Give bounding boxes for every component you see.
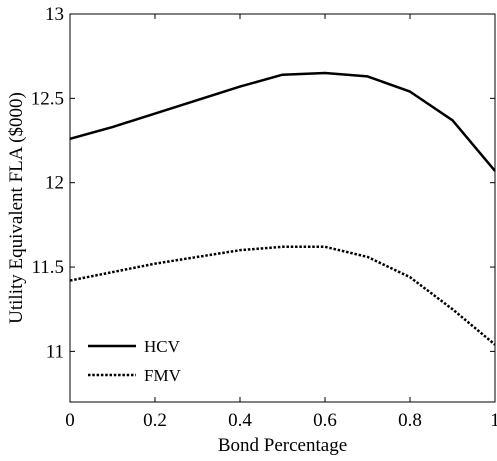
y-tick-label: 13 — [45, 4, 64, 25]
x-tick-label: 0.2 — [143, 410, 167, 431]
y-tick-label: 12 — [45, 173, 64, 194]
x-tick-label: 0.4 — [228, 410, 252, 431]
y-tick-label: 11.5 — [31, 257, 64, 278]
series-layer — [69, 71, 496, 346]
series-line-fmv — [69, 245, 496, 346]
legend-label-hcv: HCV — [144, 337, 181, 356]
series-line-hcv — [69, 71, 496, 172]
y-axis-title: Utility Equivalent FLA ($000) — [6, 92, 27, 324]
y-tick-label: 11 — [46, 341, 64, 362]
y-tick-label: 12.5 — [31, 88, 64, 109]
x-tick-label: 0.6 — [313, 410, 337, 431]
x-tick-label: 0 — [65, 410, 75, 431]
x-tick-label: 1 — [490, 410, 497, 431]
legend-label-fmv: FMV — [144, 366, 182, 385]
x-tick-label: 0.8 — [398, 410, 422, 431]
x-axis-title: Bond Percentage — [218, 435, 347, 456]
plot-frame — [69, 13, 496, 403]
legend: HCV FMV — [88, 337, 182, 385]
